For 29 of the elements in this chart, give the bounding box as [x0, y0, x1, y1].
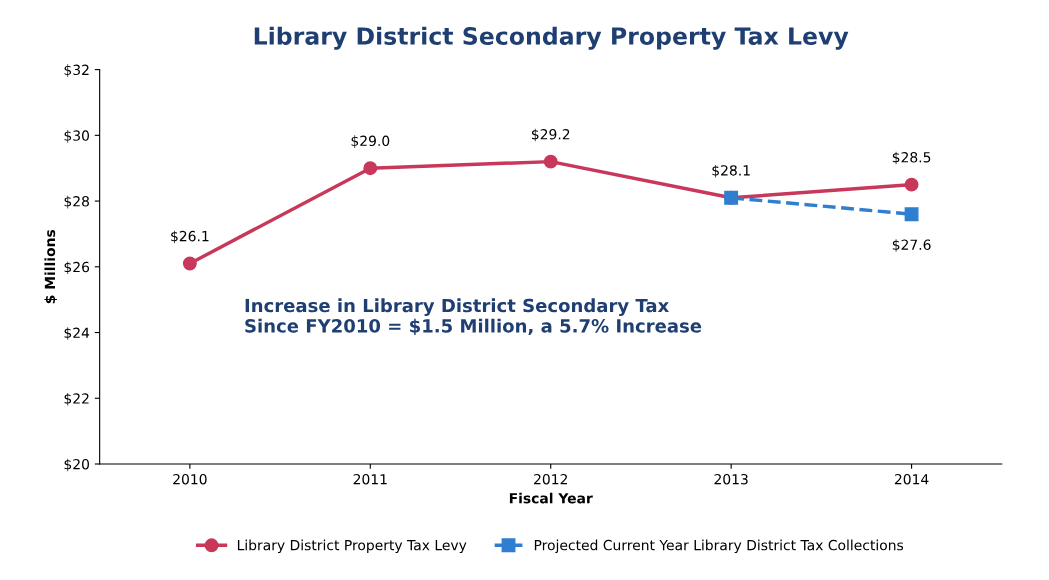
x-tick-label: 2013 — [714, 473, 748, 485]
y-tick-label: $20 — [64, 458, 90, 472]
legend-label: Projected Current Year Library District Tax Collections — [534, 539, 904, 554]
x-axis-title: Fiscal Year — [509, 492, 593, 504]
point — [543, 154, 558, 169]
x-tick-label: 2010 — [173, 473, 207, 485]
legend-label: Library District Property Tax Levy — [237, 539, 467, 554]
data-label: $29.0 — [351, 135, 390, 148]
point — [363, 161, 378, 176]
y-tick-label: $24 — [64, 327, 90, 340]
data-label: $26.1 — [171, 230, 209, 244]
y-tick-label: $32 — [64, 64, 89, 77]
y-axis-title: $ Millions — [44, 229, 58, 304]
annotation: Increase in Library District Secondary Tax Since FY2010 = $1.5 Million, a 5.7% Increase — [245, 298, 702, 336]
y-tick-label: $30 — [64, 130, 90, 143]
data-label: $29.2 — [532, 128, 570, 142]
x-tick-label: 2011 — [353, 473, 387, 485]
x-tick-label: 2014 — [894, 473, 929, 485]
point — [904, 207, 919, 222]
x-tick-label: 2012 — [534, 473, 568, 485]
y-tick-label: $26 — [64, 261, 90, 275]
point — [182, 256, 197, 271]
y-tick-label: $28 — [64, 195, 89, 209]
data-label: $27.6 — [892, 239, 931, 252]
point — [904, 177, 919, 192]
data-label: $28.1 — [712, 164, 750, 178]
chart-title: Library District Secondary Property Tax Levy — [254, 26, 849, 50]
data-label: $28.5 — [892, 151, 931, 165]
y-tick-label: $22 — [64, 392, 89, 406]
